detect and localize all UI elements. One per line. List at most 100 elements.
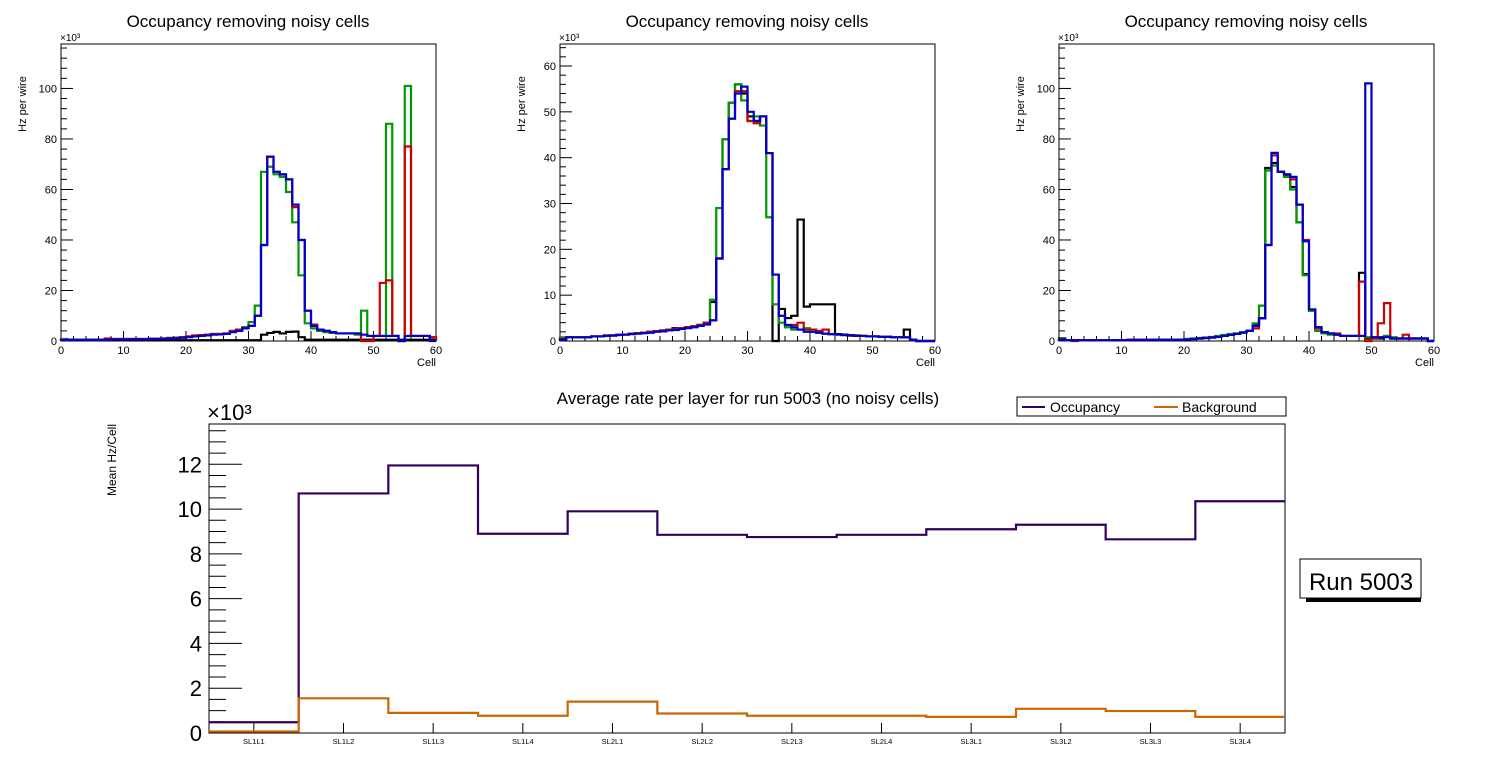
x-category-label: SL2L3 xyxy=(781,737,803,746)
y-tick-label: 0 xyxy=(190,721,202,746)
x-tick-label: 10 xyxy=(616,345,628,357)
histogram-panel-3: Occupancy removing noisy cells 0 20 40 60 80 1… xyxy=(1015,12,1440,369)
layer-rate-panel: Average rate per layer for run 5003 (no … xyxy=(105,389,1422,746)
y-tick-label: 0 xyxy=(51,336,57,348)
x-tick-label: 60 xyxy=(929,345,941,357)
y-axis-label: Hz per wire xyxy=(516,76,528,132)
x-tick-label: 60 xyxy=(430,345,442,357)
x-tick-label: 0 xyxy=(557,345,563,357)
y-tick-label: 20 xyxy=(544,244,556,256)
chart-title: Occupancy removing noisy cells xyxy=(626,12,869,31)
x-axis-label: Cell xyxy=(1415,357,1434,369)
x-category-label: SL2L4 xyxy=(871,737,893,746)
x-category-label: SL1L4 xyxy=(512,737,534,746)
legend-label-occupancy: Occupancy xyxy=(1050,399,1120,415)
x-tick-label: 40 xyxy=(804,345,816,357)
series-background-step-line xyxy=(209,697,1285,733)
x-category-label: SL3L3 xyxy=(1140,737,1162,746)
series-green-step-line xyxy=(558,83,935,343)
plot-frame xyxy=(208,423,1286,734)
x-tick-label: 20 xyxy=(1178,345,1190,357)
x-category-label: SL1L2 xyxy=(333,737,355,746)
y-tick-label: 50 xyxy=(544,107,556,119)
y-tick-label: 40 xyxy=(1043,235,1055,247)
chart-title: Occupancy removing noisy cells xyxy=(1125,12,1368,31)
x-axis-label: Cell xyxy=(916,357,935,369)
y-multiplier-label: ×10³ xyxy=(60,33,81,44)
y-tick-label: 0 xyxy=(550,336,556,348)
legend-box xyxy=(1016,396,1287,417)
y-tick-label: 10 xyxy=(544,290,556,302)
x-tick-label: 0 xyxy=(1056,345,1062,357)
y-axis-label: Hz per wire xyxy=(17,76,29,132)
x-category-label: SL1L1 xyxy=(243,737,265,746)
series-red-step-line xyxy=(59,145,438,343)
series-blue-step-line xyxy=(59,155,436,343)
x-tick-label: 40 xyxy=(1303,345,1315,357)
x-tick-label: 10 xyxy=(1115,345,1127,357)
y-tick-label: 80 xyxy=(45,134,57,146)
y-tick-label: 6 xyxy=(190,587,202,612)
x-category-label: SL1L3 xyxy=(422,737,444,746)
y-tick-label: 40 xyxy=(544,153,556,165)
series-black-step-line xyxy=(558,83,935,343)
y-tick-label: 60 xyxy=(45,184,57,196)
series-blue-step-line xyxy=(1057,82,1434,343)
x-tick-label: 30 xyxy=(1240,345,1252,357)
x-tick-label: 20 xyxy=(679,345,691,357)
x-category-label: SL2L1 xyxy=(602,737,624,746)
y-tick-label: 20 xyxy=(45,285,57,297)
y-tick-label: 60 xyxy=(1043,184,1055,196)
x-tick-label: 60 xyxy=(1428,345,1440,357)
x-tick-label: 50 xyxy=(866,345,878,357)
histogram-panel-2: Occupancy removing noisy cells 0 10 20 30 40 5… xyxy=(516,12,941,369)
histogram-panel-1: Occupancy removing noisy cells 0 20 40 60 80 1… xyxy=(17,12,442,369)
y-tick-label: 100 xyxy=(1037,83,1055,95)
y-tick-label: 30 xyxy=(544,199,556,211)
y-multiplier-label: ×10³ xyxy=(207,400,252,425)
chart-title: Occupancy removing noisy cells xyxy=(127,12,370,31)
y-axis-label: Hz per wire xyxy=(1015,76,1027,132)
x-tick-label: 20 xyxy=(180,345,192,357)
series-occupancy-step-line xyxy=(209,464,1285,724)
annotation-box xyxy=(1299,558,1422,599)
y-axis-label: Mean Hz/Cell xyxy=(105,424,119,496)
y-tick-label: 8 xyxy=(190,542,202,567)
x-tick-label: 30 xyxy=(242,345,254,357)
y-tick-label: 12 xyxy=(178,452,202,477)
series-blue-step-line xyxy=(558,85,935,343)
legend: Occupancy Background xyxy=(1016,396,1287,417)
series-black-step-line xyxy=(1057,161,1434,343)
x-axis-label: Cell xyxy=(417,357,436,369)
y-tick-label: 20 xyxy=(1043,285,1055,297)
y-multiplier-label: ×10³ xyxy=(559,33,580,44)
y-tick-label: 0 xyxy=(1049,336,1055,348)
y-tick-label: 60 xyxy=(544,61,556,73)
y-tick-label: 2 xyxy=(190,676,202,701)
annotation-text: Run 5003 xyxy=(1309,569,1413,596)
x-category-label: SL3L2 xyxy=(1050,737,1072,746)
run-annotation: Run 5003 xyxy=(1299,558,1422,602)
series-green-step-line xyxy=(1057,164,1434,343)
chart-title: Average rate per layer for run 5003 (no … xyxy=(557,389,939,408)
y-tick-label: 40 xyxy=(45,235,57,247)
legend-label-background: Background xyxy=(1182,399,1257,415)
x-tick-label: 50 xyxy=(367,345,379,357)
y-tick-label: 10 xyxy=(178,497,202,522)
y-multiplier-label: ×10³ xyxy=(1058,33,1079,44)
y-tick-label: 4 xyxy=(190,631,202,656)
x-tick-label: 0 xyxy=(58,345,64,357)
x-tick-label: 10 xyxy=(117,345,129,357)
y-tick-label: 80 xyxy=(1043,134,1055,146)
series-red-step-line xyxy=(558,90,935,343)
series-red-step-line xyxy=(1057,154,1434,343)
x-category-label: SL3L1 xyxy=(960,737,982,746)
x-category-label: SL3L4 xyxy=(1229,737,1251,746)
x-tick-label: 30 xyxy=(741,345,753,357)
y-tick-label: 100 xyxy=(39,83,57,95)
x-tick-label: 40 xyxy=(305,345,317,357)
x-tick-label: 50 xyxy=(1365,345,1377,357)
x-category-label: SL2L2 xyxy=(691,737,713,746)
plot-frame xyxy=(1058,43,1435,342)
